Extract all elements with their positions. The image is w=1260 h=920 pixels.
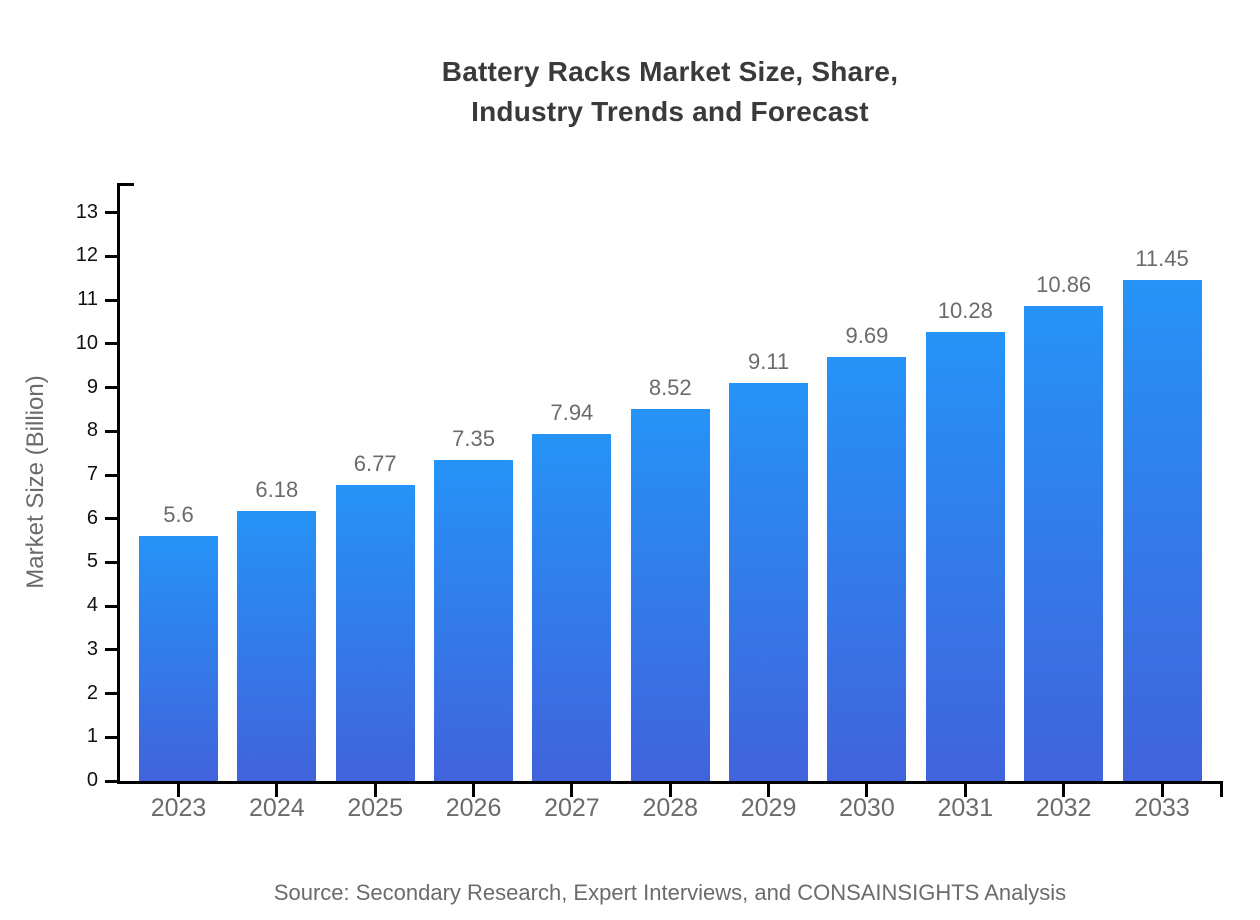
y-axis-tick xyxy=(105,211,118,215)
bar xyxy=(1024,306,1104,781)
y-tick-label: 7 xyxy=(86,463,98,485)
bar-value-label: 7.35 xyxy=(452,425,495,451)
bar xyxy=(335,485,415,781)
bar xyxy=(1122,280,1202,781)
source-attribution: Source: Secondary Research, Expert Inter… xyxy=(273,880,1067,905)
x-axis-tick xyxy=(275,781,279,797)
y-tick-label: 10 xyxy=(75,331,98,354)
y-axis-tick xyxy=(105,604,118,608)
x-tick-label: 2026 xyxy=(445,794,502,822)
bar-value-label: 9.69 xyxy=(845,323,889,349)
bar-value-label: 6.18 xyxy=(255,476,299,502)
x-axis-tick xyxy=(865,781,869,797)
x-axis-tick xyxy=(668,781,672,797)
y-tick-label: 12 xyxy=(75,244,98,267)
bar-value-label: 9.11 xyxy=(748,348,790,374)
x-axis-tick xyxy=(570,781,574,797)
bar xyxy=(434,459,514,781)
chart-title: Battery Racks Market Size, Share, Indust… xyxy=(0,52,1260,132)
bar xyxy=(532,433,612,781)
bar-value-label: 10.86 xyxy=(1036,272,1092,298)
bar xyxy=(139,536,218,781)
y-tick-label: 4 xyxy=(86,594,98,617)
y-tick-label: 9 xyxy=(86,375,98,398)
y-axis-tick xyxy=(105,560,118,564)
y-tick-label: 6 xyxy=(86,506,98,529)
bar-value-label: 11.45 xyxy=(1135,246,1189,272)
x-axis-tick xyxy=(373,781,377,797)
y-axis-tick xyxy=(105,517,118,521)
x-axis-tick xyxy=(177,781,180,797)
x-axis-end-cap xyxy=(1220,781,1223,797)
x-axis-tick xyxy=(1062,781,1066,797)
x-tick-label: 2030 xyxy=(839,794,895,822)
y-tick-label: 3 xyxy=(86,637,98,660)
y-tick-label: 13 xyxy=(75,200,98,223)
x-tick-label: 2028 xyxy=(642,794,699,822)
x-tick-label: 2025 xyxy=(347,794,403,822)
y-tick-label: 8 xyxy=(86,419,98,442)
y-tick-label: 5 xyxy=(86,550,98,573)
bar xyxy=(630,408,710,781)
bar-value-label: 6.77 xyxy=(353,451,397,477)
y-tick-label: 1 xyxy=(86,725,98,748)
y-axis-tick xyxy=(105,254,118,258)
x-axis-tick xyxy=(1160,781,1164,797)
y-tick-label: 2 xyxy=(86,681,98,704)
y-tick-label: 11 xyxy=(77,288,98,311)
bar-value-label: 5.6 xyxy=(163,502,194,528)
y-axis-tick xyxy=(105,298,118,302)
bar-value-label: 8.52 xyxy=(648,374,692,400)
chart-title-line1: Battery Racks Market Size, Share, xyxy=(441,56,899,87)
y-axis-tick xyxy=(105,342,118,346)
x-tick-label: 2033 xyxy=(1134,794,1190,822)
y-axis-tick xyxy=(105,692,118,696)
y-axis-tick xyxy=(105,779,118,783)
bar xyxy=(237,510,317,781)
x-tick-label: 2027 xyxy=(544,794,600,822)
y-axis-tick xyxy=(105,386,118,390)
bar-value-label: 10.28 xyxy=(937,297,993,323)
x-tick-label: 2031 xyxy=(937,794,994,822)
y-axis-tick xyxy=(105,648,118,652)
bar xyxy=(925,331,1005,781)
x-tick-label: 2029 xyxy=(740,794,797,822)
bar xyxy=(729,382,809,781)
bar-value-label: 7.94 xyxy=(550,399,594,425)
bar xyxy=(827,357,907,781)
y-axis-tick xyxy=(105,429,118,433)
y-axis-line xyxy=(117,183,120,784)
chart-title-line2: Industry Trends and Forecast xyxy=(471,96,869,127)
y-axis-tick xyxy=(105,473,118,477)
y-axis-tick xyxy=(105,735,118,739)
x-tick-label: 2032 xyxy=(1035,794,1092,822)
x-axis-tick xyxy=(767,781,771,797)
y-tick-label: 0 xyxy=(86,769,98,791)
x-tick-label: 2024 xyxy=(249,794,305,822)
x-axis-tick xyxy=(472,781,476,797)
x-axis-tick xyxy=(963,781,967,797)
x-tick-label: 2023 xyxy=(150,794,207,822)
y-axis-end-cap xyxy=(117,183,134,186)
